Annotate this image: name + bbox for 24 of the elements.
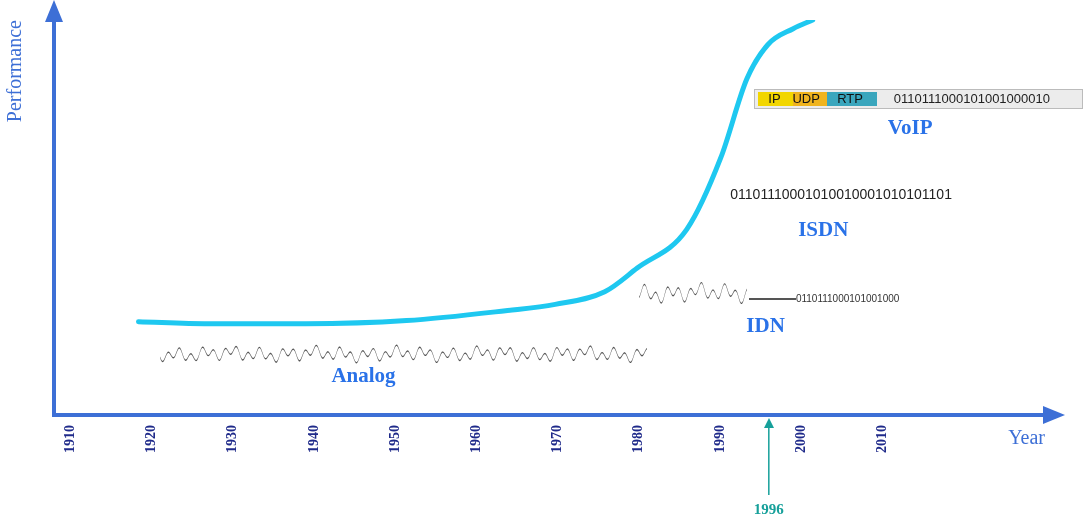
- annotation: ISDN: [798, 216, 849, 241]
- x-axis-title: Year: [1008, 426, 1046, 449]
- x-tick-label: 2000: [792, 425, 808, 453]
- x-tick-label: 1970: [549, 425, 565, 453]
- x-tick-label: 1930: [224, 425, 240, 453]
- y-axis-title: Performance: [3, 19, 26, 123]
- annotation: RTP: [837, 90, 863, 106]
- x-tick-label: 1940: [305, 425, 321, 453]
- annotation: 01101110001010010001010101101: [730, 185, 953, 202]
- annotation: IP: [768, 90, 781, 106]
- x-tick-label: 1990: [711, 425, 727, 453]
- x-tick-label: 1960: [468, 425, 483, 453]
- annotation: 0110111000101001000: [795, 293, 900, 305]
- x-tick-label: 1950: [386, 425, 402, 453]
- x-tick-label: 1920: [143, 425, 159, 453]
- annotation: IDN: [746, 313, 785, 338]
- ref-line-label: 1996: [753, 500, 785, 517]
- annotation: 0110111000101001000010: [893, 90, 1050, 106]
- x-tick-label: 1980: [630, 425, 646, 453]
- x-tick-label: 1910: [61, 425, 77, 453]
- annotation: VoIP: [887, 114, 933, 139]
- annotation: UDP: [792, 90, 820, 106]
- x-tick-label: 2010: [874, 425, 890, 453]
- annotation: Analog: [331, 362, 397, 387]
